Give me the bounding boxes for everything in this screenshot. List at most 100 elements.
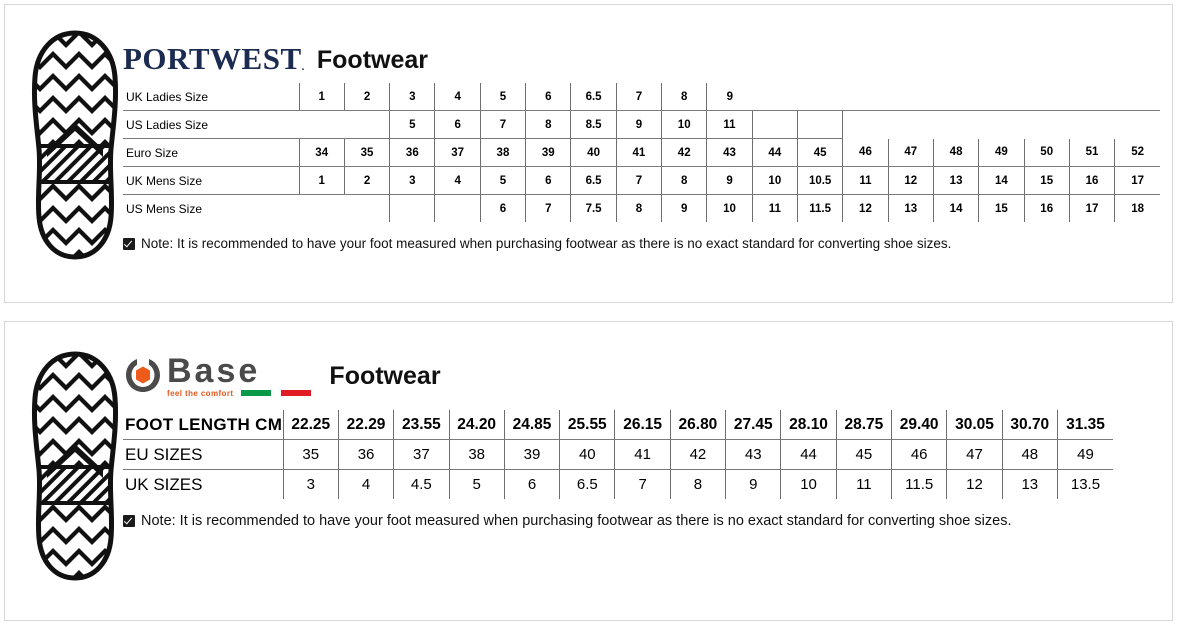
cell: 43 [706, 138, 753, 167]
cell [933, 83, 979, 111]
cell: 9 [661, 194, 707, 222]
cell: 26.80 [669, 410, 726, 440]
cell: 6 [503, 469, 560, 499]
cell: 44 [780, 439, 837, 470]
cell: 16 [1023, 194, 1070, 222]
row-label: US Mens Size [126, 201, 203, 216]
cell: 15 [978, 194, 1025, 222]
cell [299, 110, 345, 139]
cell: 48 [1001, 439, 1058, 470]
cell: 9 [706, 83, 753, 111]
base-size-chart-panel: Base feel the comfort Footwear [4, 321, 1173, 621]
base-hexagon-icon [126, 354, 160, 392]
cell: 3 [282, 469, 339, 499]
cell [933, 111, 978, 139]
cell [752, 83, 798, 111]
cell: 15 [1023, 166, 1070, 195]
cell: 26.15 [614, 410, 671, 440]
cell: 13 [932, 166, 979, 195]
cell: 27.45 [725, 410, 781, 440]
base-logo: Base feel the comfort [123, 354, 312, 398]
cell: 36 [337, 439, 394, 470]
cell: 45 [835, 439, 892, 470]
cell: 11.5 [796, 194, 843, 222]
cell: 28.10 [780, 410, 837, 440]
note-text: Note: It is recommended to have your foo… [141, 236, 952, 251]
cell: 7 [614, 469, 671, 499]
cell: 8 [661, 83, 707, 111]
cell: 39 [525, 138, 571, 167]
italy-flag-green-bar [241, 390, 272, 397]
cell [888, 83, 934, 111]
portwest-size-chart-panel: PORTWEST. Footwear UK Ladies Size 1 2 3 … [4, 4, 1173, 303]
cell: 17 [1114, 166, 1160, 195]
cell: 49 [1056, 439, 1113, 470]
cell [1114, 83, 1160, 111]
cell: 44 [751, 138, 798, 167]
checkbox-checked-icon [123, 515, 135, 527]
cell: 30.05 [946, 410, 1003, 440]
cell: 8 [661, 166, 707, 195]
cell: 42 [661, 138, 707, 167]
cell: 6.5 [570, 166, 617, 195]
note-text: Note: It is recommended to have your foo… [141, 513, 1012, 529]
cell: 3 [389, 166, 435, 195]
cell: 7 [479, 110, 526, 139]
cell [842, 83, 889, 111]
cell: 35 [282, 439, 339, 470]
cell [797, 83, 843, 111]
cell: 6 [479, 194, 526, 222]
cell [1069, 83, 1115, 111]
portwest-content: PORTWEST. Footwear UK Ladies Size 1 2 3 … [123, 35, 1160, 251]
cell: 43 [725, 439, 781, 470]
cell: 6 [525, 166, 571, 195]
cell: 16 [1068, 166, 1115, 195]
cell: 10 [706, 194, 753, 222]
cell: 7 [615, 83, 662, 111]
cell: 8.5 [570, 110, 617, 139]
cell: 4 [434, 83, 481, 111]
table-row: US Mens Size 6 7 7.5 8 9 10 11 11.5 12 [123, 194, 1160, 223]
base-brand-row: Base feel the comfort Footwear [123, 352, 1150, 400]
cell: 6.5 [570, 83, 617, 111]
cell: 37 [393, 439, 450, 470]
cell: 9 [706, 166, 753, 195]
cell: 6 [434, 110, 481, 139]
cell: 4 [434, 166, 481, 195]
cell: 35 [343, 138, 390, 167]
cell: 22.29 [337, 410, 394, 440]
row-label: UK SIZES [125, 474, 203, 494]
cell [434, 194, 481, 222]
cell: 10 [661, 110, 707, 139]
italy-flag-red-bar [281, 390, 312, 397]
shoe-sole-icon [27, 350, 123, 582]
cell: 13 [1001, 469, 1058, 499]
cell: 18 [1114, 194, 1160, 222]
cell: 22.25 [282, 410, 339, 440]
table-row: UK SIZES 3 4 4.5 5 6 6.5 7 8 9 10 11 11.… [123, 469, 1113, 499]
cell: 12 [946, 469, 1003, 499]
base-note: Note: It is recommended to have your foo… [123, 513, 1150, 529]
cell [344, 195, 389, 223]
cell: 1 [298, 83, 345, 111]
cell: 7 [525, 194, 571, 222]
base-size-table: FOOT LENGTH CM 22.25 22.29 23.55 24.20 2… [123, 410, 1113, 499]
cell: 12 [887, 166, 934, 195]
row-label: UK Mens Size [123, 166, 300, 195]
cell [1115, 111, 1160, 139]
cell: 30.70 [1001, 410, 1058, 440]
cell [796, 110, 843, 139]
cell: 14 [978, 166, 1025, 195]
cell [888, 111, 933, 139]
base-content: Base feel the comfort Footwear [123, 352, 1150, 529]
cell [344, 110, 390, 139]
table-row: US Ladies Size 5 6 7 8 8.5 9 10 11 [123, 110, 1160, 139]
cell: 10 [780, 469, 837, 499]
portwest-logo: PORTWEST. [123, 43, 305, 74]
cell: 41 [615, 138, 662, 167]
cell: 23.55 [393, 410, 450, 440]
cell [1024, 83, 1070, 111]
cell: 51 [1068, 138, 1115, 167]
cell: 24.20 [448, 410, 505, 440]
